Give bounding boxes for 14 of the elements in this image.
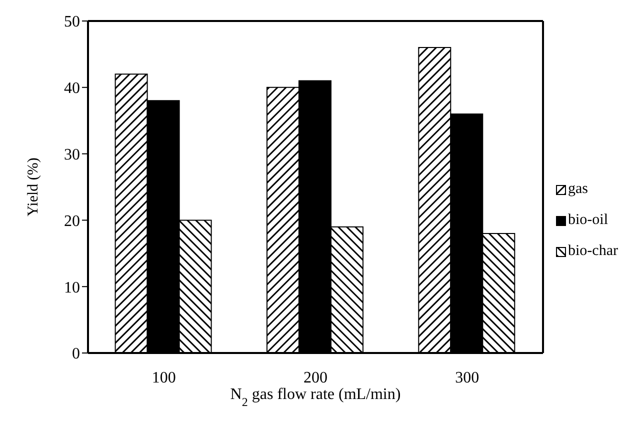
x-tick-label: 300	[455, 369, 480, 386]
legend-label: bio-char	[568, 243, 618, 260]
x-axis-title: N$_{2}$ gas flow rate (mL/min)	[230, 386, 401, 409]
legend-label: gas	[568, 181, 588, 198]
y-axis-title: Yield (%)	[25, 158, 42, 216]
legend-label: bio-oil	[568, 212, 608, 229]
y-tick-label: 40	[64, 80, 80, 98]
y-tick-label: 30	[64, 146, 80, 164]
y-tick-label: 10	[64, 279, 80, 296]
y-tick-label: 20	[64, 212, 80, 230]
x-tick-label: 200	[304, 369, 328, 386]
y-tick-label: 0	[72, 346, 80, 363]
x-tick-label: 100	[152, 369, 176, 386]
y-tick-label: 50	[64, 14, 80, 31]
